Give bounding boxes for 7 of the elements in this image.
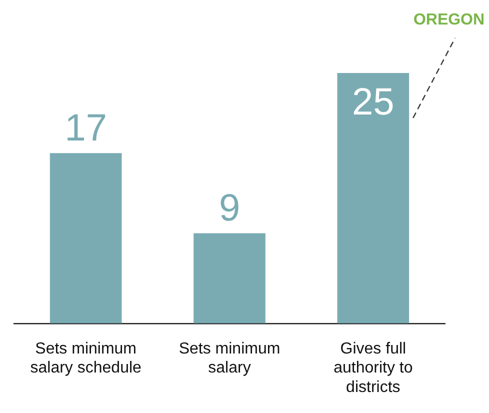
data-label: 17 [64,108,107,150]
x-tick-label: Gives full authority to districts [334,340,413,396]
data-label: 9 [218,188,240,230]
text: OREGON [413,11,485,28]
x-tick-label: Sets minimum salary [178,340,280,377]
data-label: 25 [352,81,394,124]
x-tick-label: Sets minimum salary schedule [30,340,142,377]
